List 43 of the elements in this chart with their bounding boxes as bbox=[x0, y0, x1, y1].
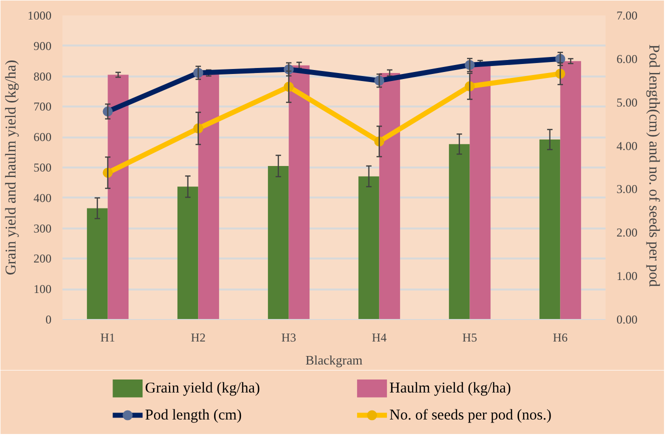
bar bbox=[288, 65, 310, 320]
bar bbox=[108, 74, 129, 320]
x-axis-title: Blackgram bbox=[305, 352, 363, 368]
bar bbox=[268, 166, 289, 320]
y-tick-label: 1000 bbox=[28, 8, 52, 22]
bar bbox=[86, 208, 108, 320]
x-tick-label: H1 bbox=[100, 330, 116, 344]
y-tick-label: 800 bbox=[34, 69, 52, 84]
legend-label: Haulm yield (kg/ha) bbox=[389, 380, 512, 396]
y-tick-label: 0 bbox=[46, 312, 52, 326]
y-tick-label: 100 bbox=[34, 282, 52, 296]
y-tick-label: 200 bbox=[34, 252, 52, 266]
bar bbox=[560, 61, 582, 320]
bar bbox=[198, 72, 220, 320]
bar bbox=[448, 144, 470, 320]
legend-label: Grain yield (kg/ha) bbox=[145, 380, 260, 396]
y-tick-label: 400 bbox=[34, 190, 52, 205]
x-tick-label: H3 bbox=[281, 330, 296, 344]
y2-tick-label: 0.00 bbox=[616, 312, 638, 326]
bar bbox=[539, 140, 560, 320]
x-tick-label: H6 bbox=[552, 330, 568, 344]
y2-tick-label: 1.00 bbox=[616, 269, 638, 284]
y-tick-label: 300 bbox=[34, 221, 52, 236]
y2-tick-label: 2.00 bbox=[616, 226, 638, 240]
y2-tick-label: 7.00 bbox=[616, 8, 638, 22]
x-tick-label: H5 bbox=[462, 330, 478, 344]
y2-tick-label: 6.00 bbox=[616, 52, 638, 66]
bar bbox=[177, 186, 198, 320]
y-tick-label: 700 bbox=[34, 100, 52, 114]
y2-tick-label: 5.00 bbox=[616, 95, 638, 110]
y2-axis-title: Pod length(cm) and no. of seeds per pod bbox=[646, 44, 662, 288]
y-tick-label: 500 bbox=[34, 160, 52, 174]
legend-label: No. of seeds per pod (nos.) bbox=[389, 407, 552, 424]
y-tick-label: 600 bbox=[34, 130, 52, 144]
legend-label: Pod length (cm) bbox=[145, 407, 242, 424]
bar bbox=[358, 176, 380, 320]
y2-tick-label: 4.00 bbox=[616, 138, 638, 153]
x-tick-label: H4 bbox=[372, 330, 387, 344]
y2-tick-label: 3.00 bbox=[616, 182, 638, 196]
x-tick-label: H2 bbox=[190, 330, 206, 344]
y-tick-label: 900 bbox=[34, 38, 52, 53]
y-axis-title: Grain yield and haulm yield (kg/ha) bbox=[4, 60, 20, 276]
bar bbox=[379, 72, 400, 320]
